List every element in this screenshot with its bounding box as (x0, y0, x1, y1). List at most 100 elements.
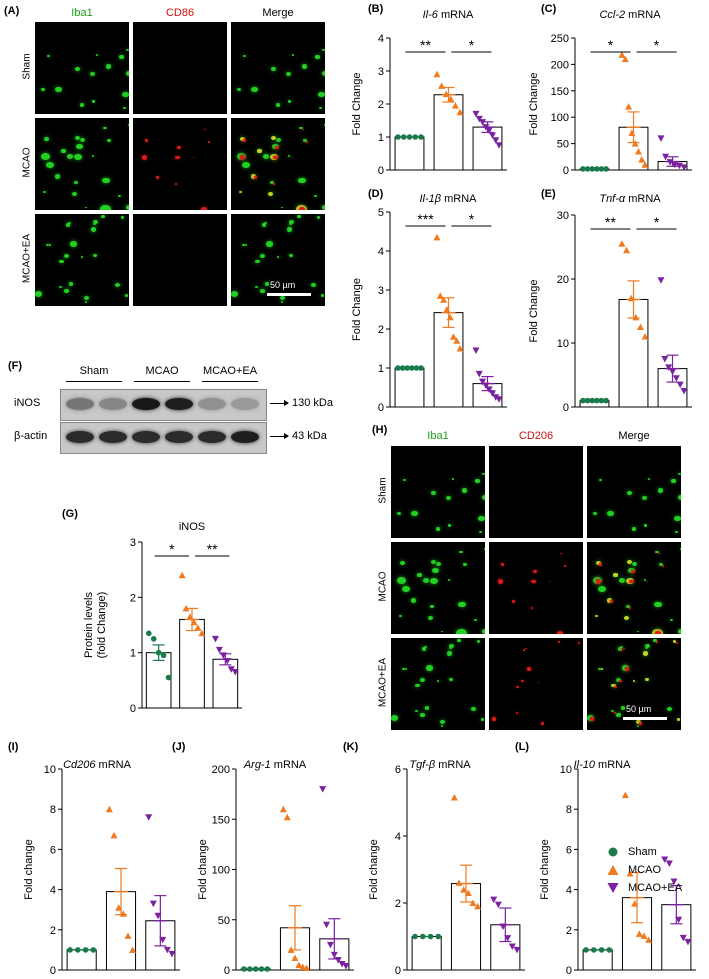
y-axis-label-j: Fold change (197, 839, 209, 900)
point-k-mcao-ea (494, 901, 502, 909)
legend-marker-mcao-ea (607, 883, 619, 893)
h-image-sham-merge (587, 446, 681, 538)
y-tick-label-b: 4 (378, 33, 384, 45)
point-l-mcao-ea (679, 934, 687, 942)
point-b-sham (400, 134, 407, 140)
point-c-sham (594, 166, 600, 172)
point-d-mcao (449, 333, 457, 340)
h-image-mcao-ea-merge: 50 µm (587, 638, 681, 730)
point-g-mcao (198, 629, 206, 637)
h-image-mcao-merge (587, 542, 681, 634)
h-image-mcao-ea-cd206 (489, 638, 583, 730)
y-axis-label-d: Fold Change (351, 278, 363, 341)
y-tick-label-i: 0 (50, 965, 56, 977)
y-tick-label-c: 50 (557, 139, 569, 151)
point-g-mcao-ea (227, 666, 235, 673)
point-e-mcao-ea (680, 388, 688, 395)
western-band-name-0: iNOS (14, 397, 41, 409)
point-i-sham (82, 947, 89, 953)
point-i-mcao (119, 910, 127, 917)
point-d-mcao-ea (488, 390, 496, 397)
point-i-sham (67, 947, 73, 953)
point-e-mcao (623, 246, 631, 254)
y-axis-label-k: Fold change (368, 839, 380, 900)
point-e-sham (589, 397, 595, 404)
legend-label-mcao-ea: MCAO+EA (628, 882, 683, 894)
y-tick-label-g: 0 (130, 703, 136, 715)
y-tick-label-i: 4 (50, 885, 56, 897)
y-tick-label-j: 50 (218, 915, 230, 927)
point-d-sham (395, 365, 401, 371)
western-group-line (134, 381, 190, 382)
y-tick-label-d: 2 (378, 324, 384, 336)
y-tick-label-k: 4 (395, 831, 401, 843)
y-axis-label-e: Fold Change (528, 280, 540, 343)
a-image-mcao-ea-iba1 (35, 214, 129, 306)
point-j-sham (247, 966, 253, 972)
western-band-name-1: β-actin (14, 430, 48, 442)
point-i-mcao-ea (145, 814, 153, 821)
h-col-merge: Merge (618, 430, 650, 442)
point-i-mcao-ea (149, 900, 157, 908)
point-c-mcao (625, 103, 633, 110)
y-tick-label-c: 100 (551, 112, 569, 124)
y-tick-label-c: 150 (551, 86, 569, 98)
point-i-sham (90, 947, 97, 953)
h-image-sham-iba1 (391, 446, 485, 538)
y-tick-label-j: 150 (212, 814, 230, 826)
y-tick-label-g: 1 (130, 648, 136, 660)
western-group-mcao-ea: MCAO+EA (202, 365, 258, 377)
y-tick-label-d: 5 (378, 207, 384, 219)
point-e-mcao-ea (657, 277, 665, 284)
y-tick-label-l: 4 (566, 885, 572, 897)
western-band (66, 398, 94, 410)
point-i-mcao (115, 904, 123, 911)
sig-mark-c: * (654, 37, 660, 53)
y-tick-label-i: 10 (44, 764, 56, 776)
panel-label-b: (B) (368, 3, 384, 15)
y-tick-label-b: 0 (378, 165, 384, 177)
y-tick-label-k: 6 (395, 764, 401, 776)
y-tick-label-g: 3 (130, 537, 136, 549)
y-tick-label-l: 6 (566, 844, 572, 856)
h-image-mcao-cd206 (489, 542, 583, 634)
y-tick-label-e: 10 (557, 338, 569, 350)
bar-g-sham (145, 652, 172, 709)
y-tick-label-k: 0 (395, 965, 401, 977)
point-j-mcao-ea (326, 941, 334, 949)
point-l-sham (590, 947, 597, 953)
point-k-mcao (450, 793, 458, 801)
point-e-sham (594, 397, 600, 404)
point-j-mcao (299, 963, 307, 970)
point-j-mcao-ea (323, 921, 331, 929)
western-group-mcao: MCAO (145, 365, 179, 377)
arrow-icon (270, 433, 289, 439)
y-tick-label-b: 1 (378, 132, 384, 144)
point-g-mcao-ea (219, 652, 227, 659)
western-band (165, 431, 193, 443)
western-band (66, 431, 94, 443)
h-scale-bar (623, 717, 667, 720)
point-c-mcao (634, 148, 642, 155)
sig-mark-g: * (169, 541, 175, 557)
western-band (165, 398, 193, 410)
point-d-sham (399, 365, 406, 371)
y-tick-label-e: 20 (557, 274, 569, 286)
point-c-mcao (641, 161, 649, 168)
sig-mark-c: * (608, 37, 614, 53)
point-b-mcao-ea (479, 119, 487, 126)
point-d-sham (418, 365, 424, 371)
y-tick-label-c: 0 (563, 165, 569, 177)
legend-marker-mcao (607, 865, 619, 875)
point-g-mcao-ea (223, 657, 231, 665)
point-c-mcao (628, 129, 636, 137)
western-band (198, 431, 226, 443)
chart-title-c: Ccl-2 mRNA (599, 9, 661, 21)
point-b-mcao (438, 82, 446, 89)
point-k-sham (412, 933, 418, 940)
point-b-mcao (451, 102, 459, 109)
point-e-sham (584, 397, 591, 404)
point-g-sham (160, 652, 167, 659)
